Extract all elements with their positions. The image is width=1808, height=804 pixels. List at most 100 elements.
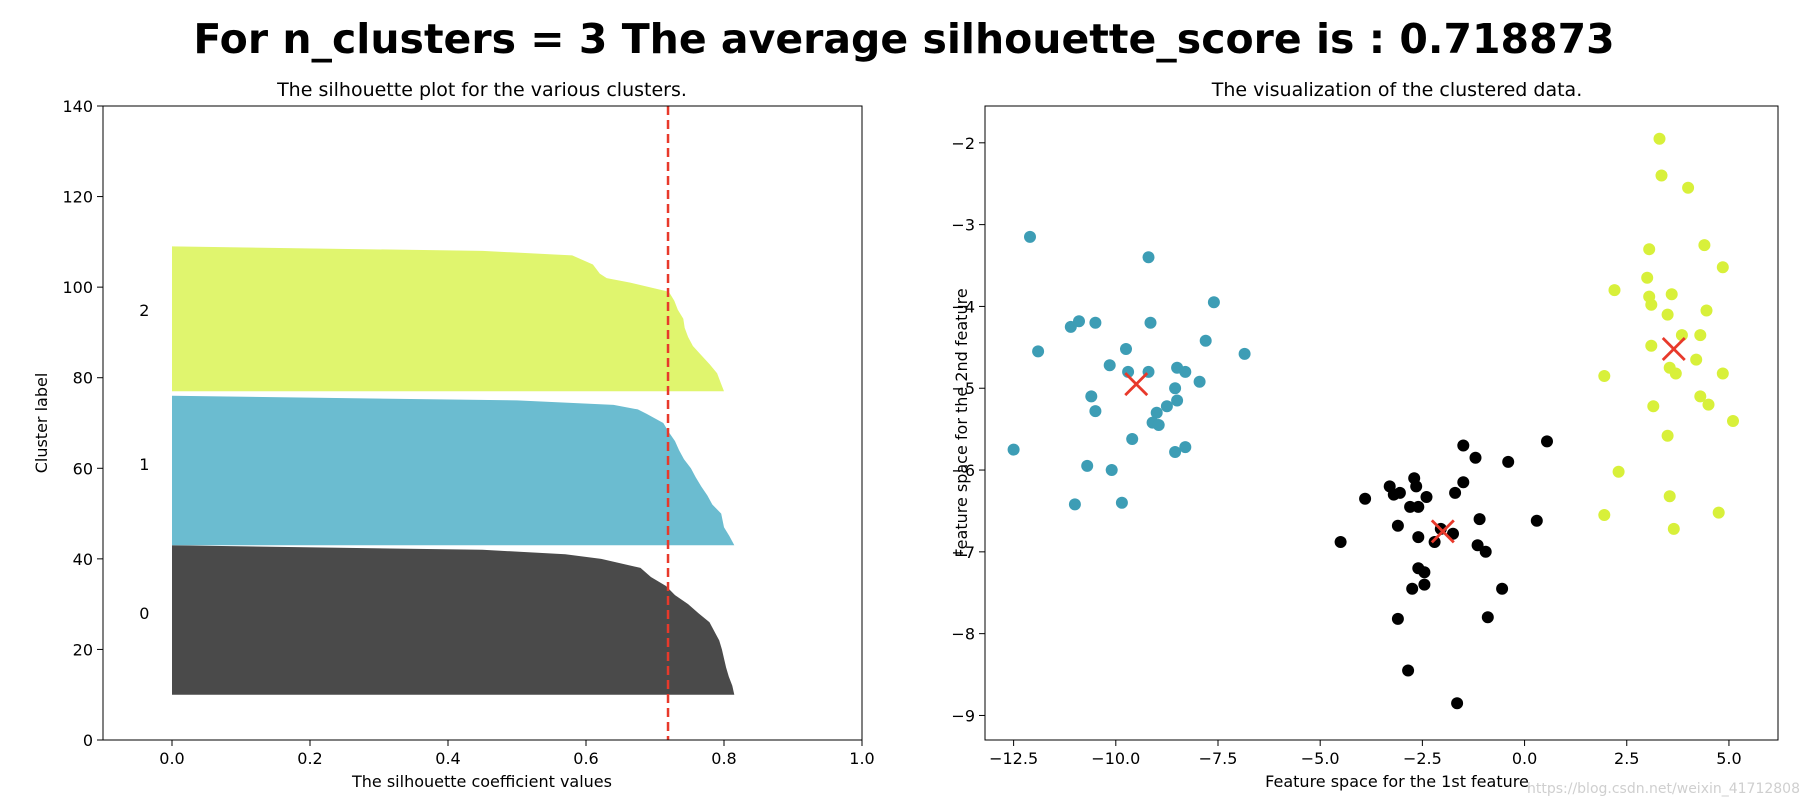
silhouette-marks: 0 1 2: [139, 106, 735, 740]
scatter-point-cluster-1: [1169, 382, 1182, 395]
scatter-point-cluster-1: [1085, 390, 1098, 403]
x-tick-label: 0.4: [435, 749, 460, 768]
scatter-ticks: −12.5 −10.0 −7.5 −5.0 −2.5 0.0 2.5 5.0 −2 −3 −4 −5 −…: [951, 134, 1741, 768]
cluster-label-2: 2: [139, 301, 149, 320]
scatter-point-cluster-2: [1655, 169, 1668, 182]
scatter-point-cluster-0: [1359, 492, 1372, 505]
scatter-point-cluster-0: [1451, 697, 1464, 710]
silhouette-plot: The silhouette plot for the various clus…: [32, 79, 875, 791]
scatter-point-cluster-0: [1473, 513, 1486, 526]
figure-suptitle: For n_clusters = 3 The average silhouett…: [193, 15, 1614, 63]
scatter-point-cluster-2: [1716, 261, 1729, 274]
x-tick-label: −7.5: [1199, 749, 1238, 768]
x-tick-label: −2.5: [1403, 749, 1442, 768]
scatter-point-cluster-0: [1496, 582, 1509, 595]
center-x-stroke: [1661, 336, 1686, 361]
scatter-point-cluster-2: [1598, 509, 1611, 521]
cluster-label-1: 1: [139, 455, 149, 474]
y-tick-label: −6: [951, 461, 975, 480]
scatter-point-cluster-2: [1712, 506, 1725, 519]
y-tick-label: 40: [73, 550, 93, 569]
scatter-point-cluster-2: [1641, 271, 1654, 284]
scatter-point-cluster-0: [1393, 486, 1406, 499]
scatter-point-cluster-0: [1391, 519, 1404, 532]
scatter-point-cluster-1: [1193, 375, 1206, 388]
scatter-point-cluster-1: [1152, 419, 1165, 431]
scatter-point-cluster-1: [1068, 498, 1081, 511]
x-tick-label: 0.6: [573, 749, 598, 768]
scatter-plot: The visualization of the clustered data.…: [951, 79, 1779, 791]
scatter-point-cluster-0: [1530, 514, 1543, 527]
scatter-point-cluster-1: [1179, 441, 1192, 454]
x-tick-label: 0.8: [711, 749, 736, 768]
scatter-point-cluster-2: [1667, 522, 1680, 535]
scatter-point-cluster-0: [1469, 451, 1482, 464]
y-tick-label: −4: [951, 297, 975, 316]
center-x-stroke: [1124, 372, 1149, 397]
y-tick-label: −3: [951, 216, 975, 235]
x-tick-label: 5.0: [1716, 749, 1741, 768]
scatter-point-cluster-2: [1694, 329, 1707, 342]
y-tick-label: −2: [951, 134, 975, 153]
scatter-point-cluster-2: [1661, 308, 1674, 321]
silhouette-plot-xlabel: The silhouette coefficient values: [351, 772, 612, 791]
scatter-point-cluster-1: [1142, 251, 1155, 264]
cluster-center-marker-0: [1430, 519, 1455, 544]
scatter-point-cluster-2: [1653, 132, 1666, 145]
scatter-point-cluster-0: [1404, 500, 1417, 513]
scatter-point-cluster-2: [1700, 304, 1713, 317]
scatter-point-cluster-1: [1007, 443, 1020, 456]
scatter-point-cluster-1: [1120, 343, 1132, 355]
x-tick-label: −12.5: [989, 749, 1038, 768]
scatter-point-cluster-2: [1682, 181, 1695, 194]
scatter-point-cluster-0: [1412, 531, 1425, 544]
y-tick-label: −5: [951, 379, 975, 398]
scatter-point-cluster-0: [1457, 439, 1470, 452]
scatter-point-cluster-0: [1418, 566, 1431, 579]
silhouette-band-cluster-1: [172, 395, 735, 546]
scatter-point-cluster-0: [1471, 539, 1484, 552]
x-tick-label: −10.0: [1091, 749, 1140, 768]
cluster-center-marker-2: [1661, 336, 1686, 361]
y-tick-label: 80: [73, 369, 93, 388]
x-tick-label: 0.2: [297, 749, 322, 768]
cluster-label-0: 0: [139, 604, 149, 623]
center-x-stroke: [1430, 519, 1455, 544]
scatter-plot-xlabel: Feature space for the 1st feature: [1265, 772, 1529, 791]
scatter-point-cluster-2: [1663, 490, 1676, 503]
scatter-plot-title: The visualization of the clustered data.: [1211, 79, 1583, 101]
scatter-point-cluster-0: [1502, 455, 1515, 468]
scatter-point-cluster-2: [1694, 390, 1707, 403]
scatter-point-cluster-1: [1171, 394, 1184, 407]
silhouette-band-cluster-2: [172, 246, 724, 392]
scatter-point-cluster-0: [1418, 578, 1431, 591]
scatter-point-cluster-0: [1402, 664, 1415, 677]
scatter-point-cluster-2: [1661, 429, 1674, 442]
y-tick-label: 60: [73, 459, 93, 478]
silhouette-plot-ylabel: Cluster label: [32, 373, 51, 474]
scatter-point-cluster-0: [1410, 480, 1423, 493]
scatter-point-cluster-2: [1698, 239, 1711, 252]
scatter-point-cluster-0: [1428, 536, 1441, 548]
scatter-point-cluster-0: [1406, 582, 1419, 595]
scatter-point-cluster-2: [1598, 370, 1611, 382]
x-tick-label: 1.0: [849, 749, 874, 768]
y-tick-label: 100: [62, 278, 93, 297]
scatter-point-cluster-2: [1702, 398, 1715, 411]
scatter-point-cluster-0: [1457, 476, 1470, 489]
scatter-point-cluster-1: [1105, 464, 1118, 476]
scatter-point-cluster-2: [1612, 465, 1625, 478]
scatter-point-cluster-2: [1645, 298, 1658, 311]
scatter-point-cluster-0: [1449, 486, 1462, 499]
silhouette-plot-frame: [102, 105, 863, 741]
scatter-point-cluster-1: [1238, 347, 1251, 360]
scatter-point-cluster-2: [1608, 284, 1621, 297]
scatter-point-cluster-2: [1647, 400, 1660, 413]
scatter-point-cluster-1: [1126, 433, 1139, 445]
silhouette-plot-title: The silhouette plot for the various clus…: [276, 79, 687, 101]
x-tick-label: 0.0: [159, 749, 184, 768]
scatter-point-cluster-2: [1690, 353, 1703, 366]
x-tick-label: 0.0: [1512, 749, 1537, 768]
scatter-point-cluster-1: [1081, 459, 1094, 472]
